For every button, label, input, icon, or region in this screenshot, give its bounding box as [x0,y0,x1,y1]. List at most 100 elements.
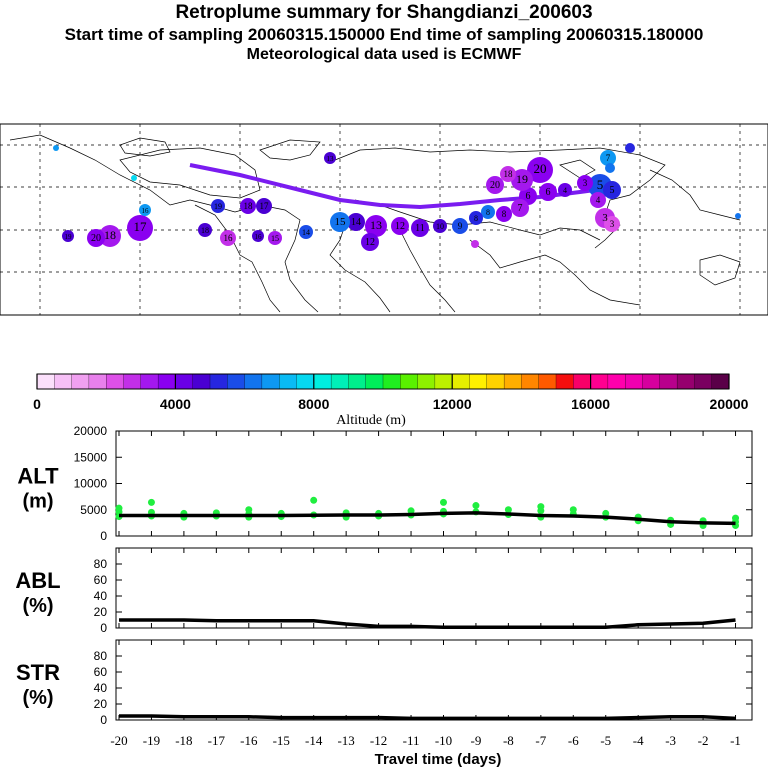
panel-unit: (%) [22,595,53,617]
altitude-point [472,502,480,510]
panel-unit: (%) [22,687,53,709]
panel-title: ABL [15,568,60,593]
colorbar-swatch [486,373,505,390]
x-tick-label: -4 [633,733,644,748]
x-tick-label: -14 [305,733,323,748]
plume-cluster [486,176,504,194]
cluster-label: 14 [302,228,310,237]
colorbar-swatch [538,373,557,390]
cluster-label: 16 [255,233,263,241]
cluster-label: 20 [91,233,101,244]
cluster-label: 5 [610,185,615,196]
cluster-label: 15 [335,216,347,228]
x-tick-label: -18 [175,733,192,748]
colorbar-label: Altitude (m) [336,413,406,428]
cluster-label: 7 [606,153,611,163]
colorbar-swatch [400,373,419,390]
altitude-point [147,498,155,506]
plume-cluster [365,215,387,237]
y-tick-label: 80 [94,649,108,663]
cluster-label: 8 [502,209,507,219]
cluster-label: 19 [516,172,528,186]
plume-cluster [211,199,225,213]
plume-cluster [347,213,365,231]
chart-title: Retroplume summary for Shangdianzi_20060… [175,2,593,23]
plume-cluster [625,143,635,153]
x-tick-label: -15 [273,733,290,748]
y-tick-label: 40 [94,681,108,695]
cluster-label: 13 [370,218,382,232]
x-axis-label: Travel time (days) [375,751,502,768]
plume-cluster [600,150,616,166]
plume-cluster [735,213,741,219]
colorbar-swatch [330,373,349,390]
plume-cluster [604,216,620,232]
panel-unit: (m) [22,491,53,513]
cluster-label: 16 [224,233,234,243]
plume-cluster [605,163,615,173]
sampling-time: Start time of sampling 20060315.150000 E… [64,25,704,44]
colorbar-swatch [54,373,73,390]
cluster-label: 20 [534,161,547,176]
x-tick-label: -20 [110,733,127,748]
colorbar-swatch [365,373,384,390]
y-tick-label: 5000 [80,503,107,517]
x-tick-label: -7 [535,733,546,748]
cluster-label: 19 [65,233,73,241]
x-tick-label: -2 [698,733,709,748]
cluster-label: 11 [415,223,425,234]
cluster-label: 12 [395,221,405,232]
colorbar-swatch [175,373,194,390]
panel-frame [115,639,753,721]
plume-cluster [62,230,74,242]
cluster-label: 20 [490,180,500,191]
cluster-label: 17 [134,219,148,234]
colorbar-swatch [676,373,695,390]
plume-cluster [252,230,264,242]
plume-cluster [361,233,379,251]
colorbar-swatch [348,373,367,390]
time-series-panels: 05000100001500020000ALT(m)020406080ABL(%… [15,424,753,768]
y-tick-label: 60 [94,665,108,679]
colorbar-tick-label: 0 [33,396,41,412]
plume-cluster [87,229,105,247]
x-tick-label: -10 [435,733,452,748]
panel-title: ALT [17,464,59,489]
colorbar-swatch [71,373,90,390]
y-tick-label: 40 [94,589,108,603]
colorbar-swatch [88,373,107,390]
colorbar-swatch [140,373,159,390]
plume-cluster [131,175,137,181]
plume-cluster [99,225,121,247]
map-panel: 5 543 334667888201918209101112131214151415… [0,123,768,316]
colorbar-swatch [227,373,246,390]
plume-cluster [511,169,533,191]
y-tick-label: 20 [94,605,108,619]
plume-cluster [53,145,59,151]
colorbar-swatch [625,373,643,390]
colorbar-swatch [590,373,609,390]
colorbar-swatch [694,373,713,390]
plume-cluster [577,175,593,191]
cluster-label: 6 [526,191,531,202]
altitude-point [732,514,740,522]
plume-cluster [590,192,606,208]
cluster-label: 5 [597,177,604,192]
altitude-point [310,496,318,504]
x-tick-label: -9 [471,733,482,748]
plume-cluster [391,217,409,235]
plume-cluster [268,231,282,245]
colorbar-swatch [279,373,297,390]
plume-cluster [240,198,256,214]
cluster-label: 18 [504,169,514,179]
altitude-point [245,506,253,514]
colorbar-tick-label: 4000 [160,396,191,412]
colorbar-swatch [503,373,522,390]
plume-cluster [256,198,272,214]
x-tick-label: -19 [143,733,160,748]
cluster-label: 8 [486,208,490,217]
y-tick-label: 10000 [74,477,108,491]
series-line [119,714,736,721]
colorbar-swatch [711,373,730,390]
